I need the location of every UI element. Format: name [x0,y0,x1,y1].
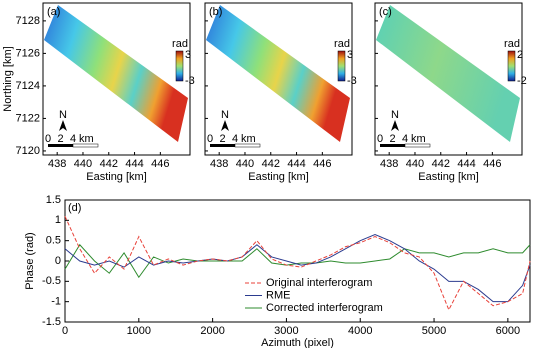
scale-label: 2 [219,133,225,145]
colorbar-max: 3 [185,49,191,61]
series-line [64,216,531,311]
x-axis-label: Azimuth (pixel) [261,337,334,348]
scale-label: 0 [45,133,51,145]
colorbar-min: -3 [347,75,357,87]
series-line [64,234,531,303]
x-tick-label: 440 [74,158,92,170]
scale-label: 2 [389,133,395,145]
x-tick-label: 438 [48,158,66,170]
legend-label: Original interferogram [266,277,372,289]
colorbar-max: 2 [517,49,523,61]
y-tick-label: 0.5 [46,235,61,247]
north-label: N [221,109,229,121]
y-tick-label: 1 [55,214,61,226]
scale-bar [72,143,99,148]
y-tick-label: 1.5 [46,194,61,206]
scale-bar [380,144,405,147]
y-axis-label: Northing [km] [2,46,14,111]
x-tick-label: 444 [457,158,475,170]
x-tick-label: 438 [380,158,398,170]
x-tick-label: 442 [100,158,118,170]
x-tick-label: 5000 [422,325,446,337]
x-tick-label: 3000 [274,325,298,337]
north-arrow [391,120,399,131]
x-tick-label: 1000 [127,325,151,337]
x-tick-label: 6000 [496,325,520,337]
scale-bar [210,144,235,147]
y-tick-label: -1.5 [42,316,61,328]
north-label: N [59,109,67,121]
x-tick-label: 0 [62,325,68,337]
y-tick-label: -0.5 [42,275,61,287]
scale-bar [48,144,73,147]
y-tick-label: 7128 [16,15,40,27]
scale-bar [404,143,431,148]
colorbar-min: -3 [185,75,195,87]
scale-label: 4 [70,133,76,145]
y-axis-label: Phase (rad) [24,232,36,289]
scale-label: 4 [402,133,408,145]
legend-label: RME [266,289,290,301]
scale-label: 4 [232,133,238,145]
panel-label: (b) [209,6,222,18]
x-tick-label: 442 [432,158,450,170]
north-arrow [221,120,229,131]
colorbar-max: 3 [347,49,353,61]
map-frame [374,2,523,156]
scale-label: 0 [377,133,383,145]
scale-label: 2 [57,133,63,145]
x-axis-label: Easting [km] [86,171,147,183]
x-tick-label: 438 [210,158,228,170]
scale-bar [234,143,261,148]
panel-label: (c) [379,6,392,18]
scale-unit: km [411,133,426,145]
legend-label: Corrected interferogram [266,302,383,314]
colorbar-label: rad [334,38,350,50]
interferogram-strip [376,5,520,142]
x-tick-label: 446 [313,158,331,170]
scale-unit: km [241,133,256,145]
x-tick-label: 442 [262,158,280,170]
map-frame [204,2,353,156]
colorbar [337,50,346,82]
panel-label: (a) [47,6,60,18]
x-tick-label: 2000 [200,325,224,337]
x-axis-label: Easting [km] [418,171,479,183]
x-tick-label: 4000 [348,325,372,337]
map-frame [42,2,191,156]
y-tick-label: 7120 [16,145,40,157]
scale-unit: km [79,133,94,145]
colorbar-label: rad [504,38,520,50]
x-axis-label: Easting [km] [248,171,309,183]
panel-label: (d) [68,202,81,214]
interferogram-strip [44,5,188,142]
x-tick-label: 440 [406,158,424,170]
north-label: N [391,109,399,121]
series-line [64,243,531,279]
colorbar [507,50,516,82]
scale-label: 0 [207,133,213,145]
y-tick-label: 7122 [16,112,40,124]
colorbar-label: rad [172,38,188,50]
x-tick-label: 440 [236,158,254,170]
y-tick-label: 7124 [16,80,40,92]
y-tick-label: 0 [55,255,61,267]
x-tick-label: 446 [483,158,501,170]
north-arrow [59,120,67,131]
x-tick-label: 444 [125,158,143,170]
colorbar-min: -2 [517,75,527,87]
y-tick-label: 7126 [16,47,40,59]
interferogram-strip [206,5,350,142]
colorbar [175,50,184,82]
y-tick-label: -1 [51,296,61,308]
x-tick-label: 444 [287,158,305,170]
x-tick-label: 446 [151,158,169,170]
